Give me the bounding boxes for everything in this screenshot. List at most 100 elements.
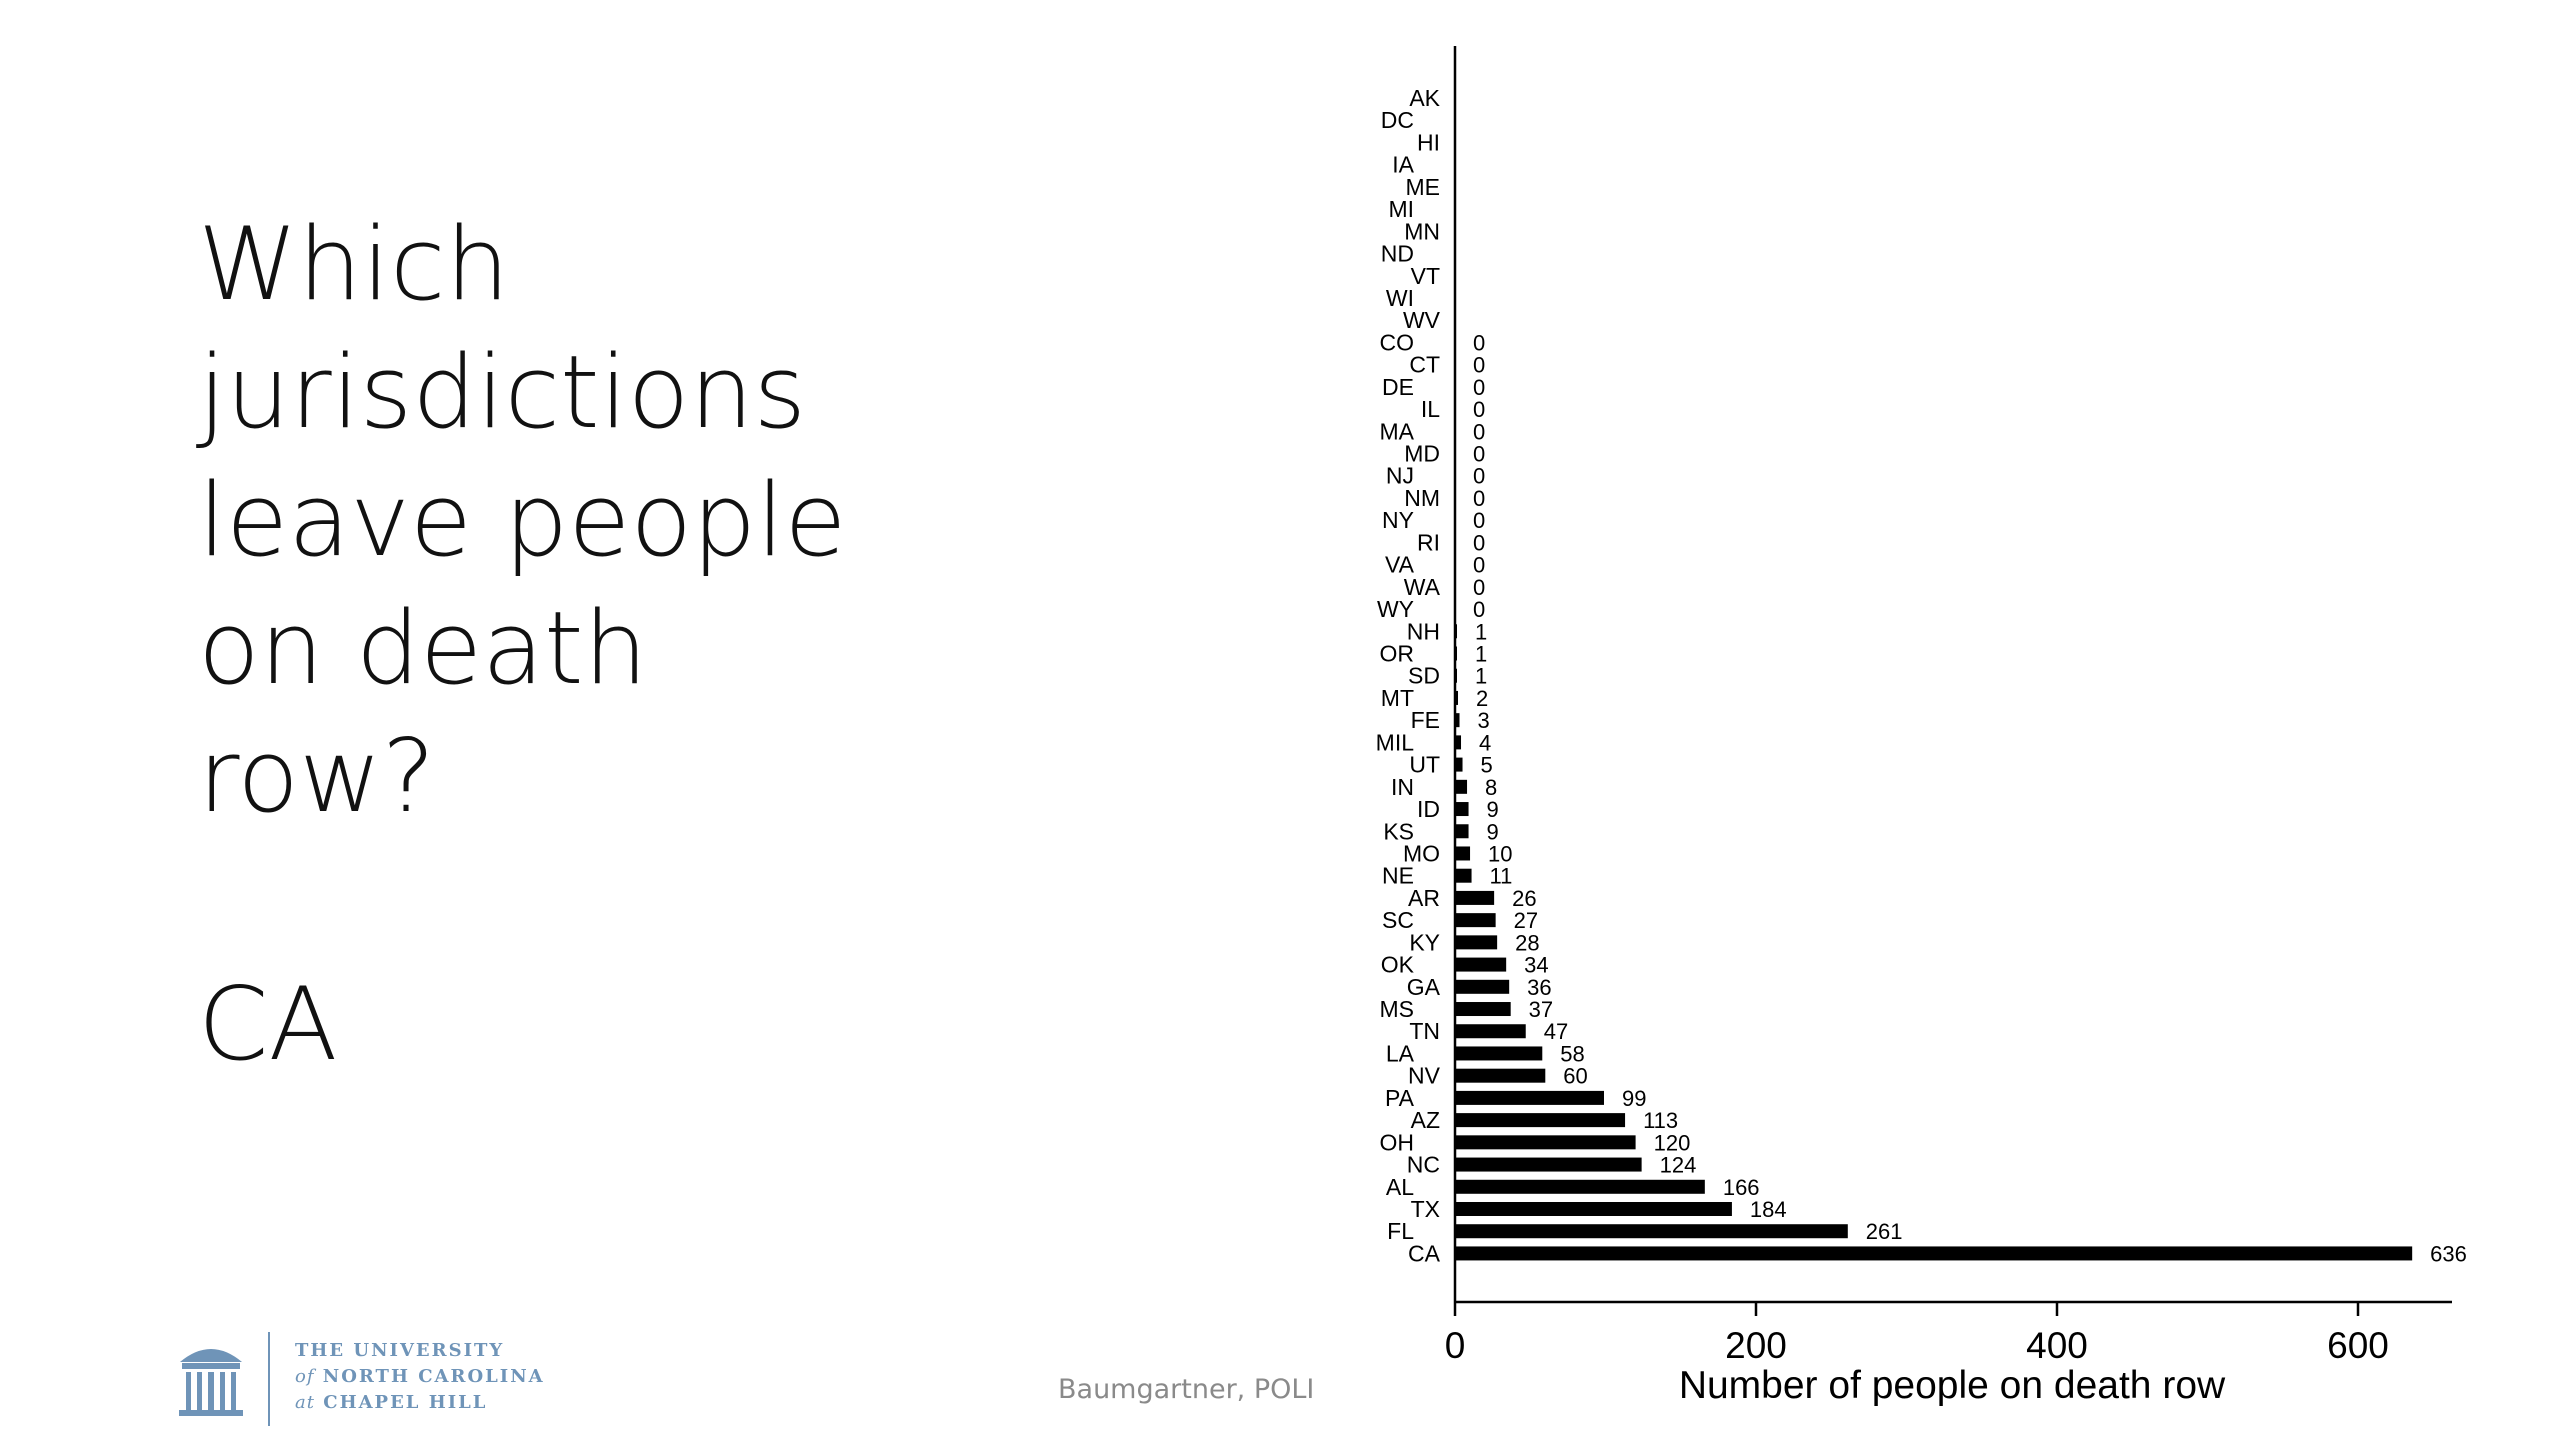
logo-line-2-prefix: of [295, 1366, 315, 1387]
slide-answer: CA [198, 965, 338, 1083]
state-label: MS [1380, 996, 1415, 1022]
bar [1455, 1202, 1732, 1216]
value-label: 10 [1488, 841, 1512, 866]
state-label: WA [1404, 574, 1441, 600]
x-axis-title: Number of people on death row [1679, 1364, 2226, 1407]
question-line: leave people [198, 461, 847, 579]
bar [1455, 979, 1510, 994]
state-label: IN [1391, 774, 1414, 800]
state-label: CO [1380, 329, 1415, 355]
unc-logo [179, 1332, 270, 1426]
state-label: MA [1380, 418, 1415, 444]
value-label: 26 [1512, 886, 1536, 911]
state-label: FE [1411, 707, 1440, 733]
state-label: OH [1380, 1129, 1415, 1155]
value-label: 11 [1490, 864, 1513, 889]
value-label: 5 [1481, 753, 1493, 778]
state-label: AK [1409, 85, 1440, 111]
bar [1455, 757, 1463, 772]
state-label: MO [1403, 840, 1440, 866]
bar [1455, 1224, 1848, 1239]
value-label: 60 [1563, 1064, 1587, 1089]
value-label: 27 [1514, 908, 1538, 933]
state-label: UT [1409, 752, 1440, 778]
value-label: 2 [1476, 686, 1488, 711]
state-label: GA [1407, 974, 1441, 1000]
value-label: 0 [1473, 397, 1485, 422]
state-label: WV [1403, 307, 1441, 333]
logo-line-3-text: CHAPEL HILL [323, 1392, 488, 1413]
value-labels-group: 0000000000000111234589910112627283436374… [1473, 330, 2467, 1266]
state-label: PA [1385, 1085, 1415, 1111]
state-label: MI [1388, 196, 1414, 222]
state-label: NJ [1386, 463, 1414, 489]
state-label: KS [1383, 818, 1414, 844]
value-label: 0 [1473, 375, 1485, 400]
state-label: SC [1382, 907, 1414, 933]
value-label: 0 [1473, 353, 1485, 378]
value-label: 99 [1622, 1086, 1646, 1111]
value-label: 9 [1487, 797, 1499, 822]
value-label: 261 [1866, 1219, 1903, 1244]
value-label: 0 [1473, 486, 1485, 511]
state-label: MT [1381, 685, 1414, 711]
value-label: 47 [1544, 1019, 1568, 1044]
state-label: AZ [1411, 1107, 1440, 1133]
state-label: DC [1381, 107, 1414, 133]
state-label: LA [1386, 1040, 1415, 1066]
state-label: VT [1411, 263, 1440, 289]
value-label: 1 [1475, 619, 1487, 644]
x-tick-label: 400 [2026, 1325, 2088, 1366]
state-label: CA [1408, 1240, 1441, 1266]
state-label: RI [1417, 529, 1440, 555]
value-label: 184 [1750, 1197, 1787, 1222]
value-label: 166 [1723, 1175, 1760, 1200]
logo-line-2-text: NORTH CAROLINA [322, 1366, 545, 1387]
state-label: NE [1382, 863, 1414, 889]
state-label: NM [1404, 485, 1440, 511]
x-tick-label: 600 [2327, 1325, 2389, 1366]
old-well-icon [179, 1332, 270, 1426]
state-label: CT [1409, 352, 1440, 378]
bar [1455, 913, 1496, 928]
value-label: 0 [1473, 597, 1485, 622]
state-label: WI [1386, 285, 1414, 311]
state-label: NH [1407, 618, 1440, 644]
bar [1455, 735, 1462, 750]
value-label: 113 [1643, 1108, 1678, 1133]
value-label: 0 [1473, 575, 1485, 600]
value-label: 37 [1529, 997, 1553, 1022]
bar [1455, 957, 1507, 972]
logo-line-1: THE UNIVERSITY [295, 1340, 505, 1361]
bar [1455, 1135, 1636, 1150]
state-label: DE [1382, 374, 1414, 400]
value-label: 120 [1654, 1130, 1691, 1155]
bar [1455, 890, 1495, 905]
value-label: 3 [1478, 708, 1490, 733]
value-label: 9 [1487, 819, 1499, 844]
state-label: TX [1411, 1196, 1440, 1222]
state-label: SD [1408, 663, 1440, 689]
question-line: Which [198, 205, 510, 323]
bar [1455, 1246, 2413, 1261]
value-label: 0 [1473, 464, 1485, 489]
value-label: 0 [1473, 508, 1485, 533]
state-label: KY [1409, 929, 1440, 955]
bar [1455, 779, 1468, 794]
bar [1455, 824, 1469, 839]
state-label: ND [1381, 241, 1414, 267]
value-label: 34 [1524, 953, 1548, 978]
state-label: MD [1404, 441, 1440, 467]
state-label: HI [1417, 129, 1440, 155]
footer-credit: Baumgartner, POLI [1058, 1374, 1315, 1405]
bar [1455, 1157, 1642, 1172]
value-label: 58 [1560, 1041, 1584, 1066]
value-label: 0 [1473, 419, 1485, 444]
bar [1455, 713, 1460, 728]
state-label: AR [1408, 885, 1440, 911]
bars-group [1455, 624, 2413, 1261]
value-label: 28 [1515, 930, 1539, 955]
value-label: 4 [1479, 730, 1491, 755]
bar [1455, 1068, 1546, 1083]
